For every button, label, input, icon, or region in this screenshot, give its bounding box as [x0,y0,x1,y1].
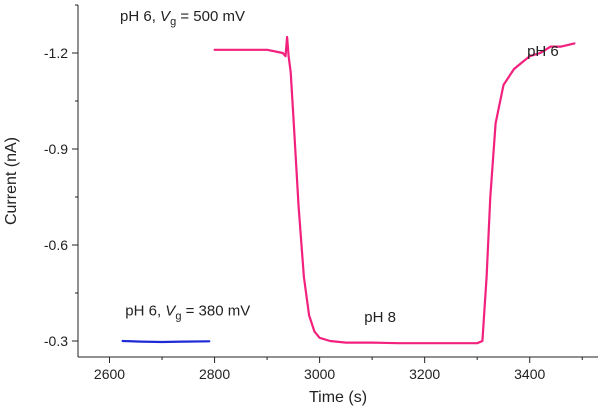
annotation-label: pH 8 [364,309,396,326]
annotation-label: pH 6, Vg = 380 mV [125,302,250,322]
annotation-label: pH 6 [527,43,559,60]
x-axis-title: Time (s) [309,389,367,406]
series-group [121,35,576,345]
x-tick-label: 3400 [514,366,545,382]
y-ticks: -1.2 -0.9 -0.6 -0.3 [44,4,78,349]
y-tick-label: -0.9 [44,141,68,157]
annotations: pH 6, Vg = 500 mV pH 6, Vg = 380 mV pH 8 pH… [120,8,559,326]
annotation-label: pH 6, Vg = 500 mV [120,8,245,28]
x-tick-label: 3200 [409,366,440,382]
y-axis-title: Current (nA) [3,137,20,225]
x-tick-label: 2800 [199,366,230,382]
x-ticks: 2600 2800 3000 3200 3400 [94,357,583,382]
series-line-0 [121,339,211,344]
x-tick-label: 2600 [94,366,125,382]
series-line-1 [213,35,576,345]
x-tick-label: 3000 [304,366,335,382]
y-tick-label: -1.2 [44,45,68,61]
y-tick-label: -0.3 [44,333,68,349]
y-tick-label: -0.6 [44,237,68,253]
